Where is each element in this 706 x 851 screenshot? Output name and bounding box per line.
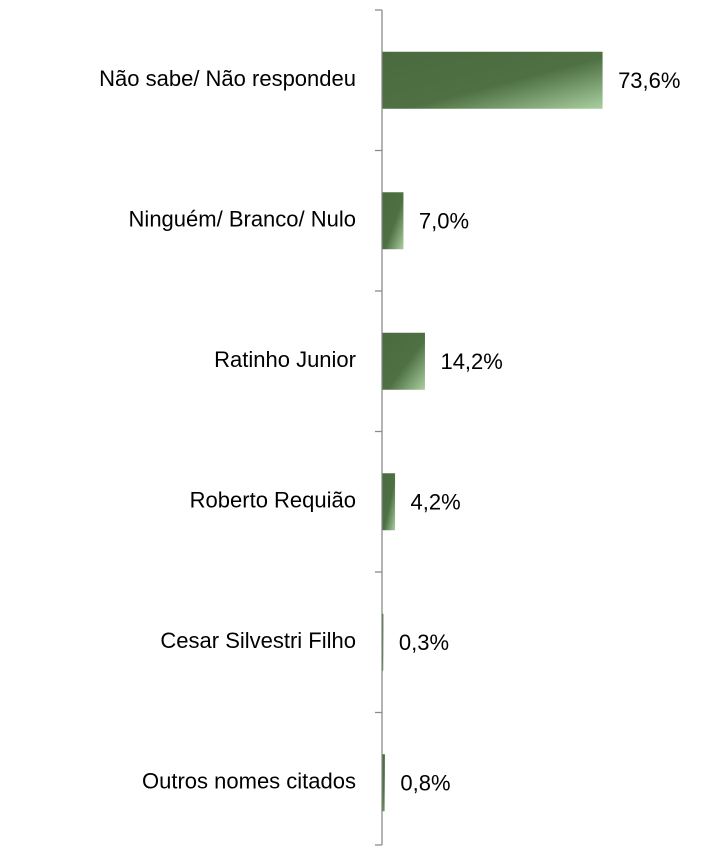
category-label: Roberto Requião (190, 488, 356, 513)
category-label: Não sabe/ Não respondeu (99, 66, 356, 91)
category-label: Ninguém/ Branco/ Nulo (129, 207, 356, 232)
category-label: Ratinho Junior (214, 347, 356, 372)
value-label: 0,3% (399, 630, 449, 655)
bar (382, 192, 404, 250)
bar (382, 51, 603, 109)
bar (382, 754, 385, 812)
value-label: 14,2% (440, 349, 502, 374)
value-label: 4,2% (411, 490, 461, 515)
bar (382, 473, 396, 531)
bar (382, 332, 425, 390)
bar (382, 613, 384, 671)
value-label: 0,8% (400, 771, 450, 796)
category-label: Outros nomes citados (142, 769, 356, 794)
value-label: 73,6% (618, 68, 680, 93)
category-label: Cesar Silvestri Filho (160, 628, 356, 653)
value-label: 7,0% (419, 209, 469, 234)
